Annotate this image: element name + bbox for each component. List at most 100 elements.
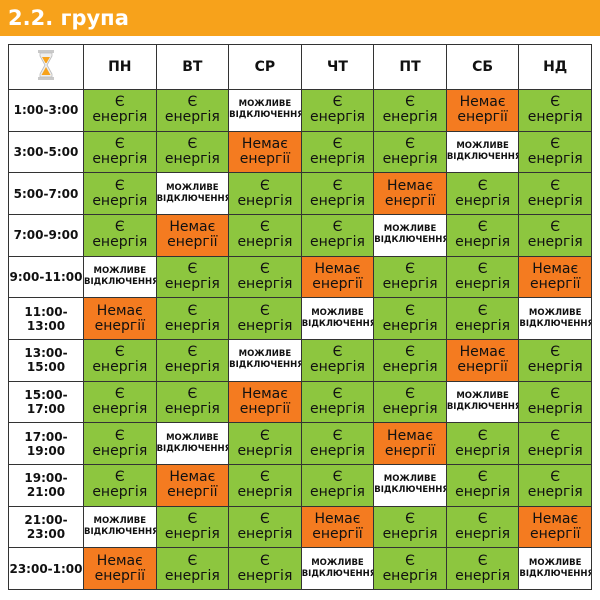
status-cell: Є енергія [228, 255, 302, 299]
status-cell: Є енергія [445, 297, 520, 340]
time-cell: 9:00-11:00 [8, 255, 84, 299]
status-cell: Є енергія [155, 338, 230, 382]
schedule-row: 7:00-9:00 Є енергія Немає енергії Є енергія… [8, 213, 592, 257]
status-cell: Немає енергії [228, 130, 302, 174]
status-cell: МОЖЛИВЕ ВІДКЛЮЧЕННЯ [300, 297, 375, 340]
status-cell: Є енергія [445, 213, 520, 257]
time-cell: 17:00-19:00 [8, 422, 84, 465]
status-cell: МОЖЛИВЕ ВІДКЛЮЧЕННЯ [445, 130, 520, 174]
status-cell: МОЖЛИВЕ ВІДКЛЮЧЕННЯ [83, 505, 157, 549]
status-cell: Немає енергії [155, 463, 230, 507]
status-cell: Є енергія [300, 338, 375, 382]
status-cell: Є енергія [300, 463, 375, 507]
status-cell: Є енергія [300, 422, 375, 465]
status-cell: Є енергія [228, 422, 302, 465]
status-cell: Є енергія [445, 172, 520, 215]
status-cell: Є енергія [300, 89, 375, 132]
status-cell: Є енергія [300, 213, 375, 257]
schedule-row: 21:00-23:00 МОЖЛИВЕ ВІДКЛЮЧЕННЯ Є енергія Є… [8, 505, 592, 549]
status-cell: Є енергія [518, 130, 592, 174]
status-cell: МОЖЛИВЕ ВІДКЛЮЧЕННЯ [518, 297, 592, 340]
status-cell: Є енергія [155, 380, 230, 424]
status-cell: Немає енергії [228, 380, 302, 424]
day-header: СР [228, 44, 302, 90]
status-cell: МОЖЛИВЕ ВІДКЛЮЧЕННЯ [445, 380, 520, 424]
status-cell: МОЖЛИВЕ ВІДКЛЮЧЕННЯ [373, 463, 447, 507]
day-header: ПТ [373, 44, 447, 90]
status-cell: Немає енергії [518, 505, 592, 549]
time-cell: 3:00-5:00 [8, 130, 84, 174]
status-cell: Немає енергії [300, 505, 375, 549]
day-header: СБ [445, 44, 520, 90]
status-cell: Є енергія [155, 130, 230, 174]
status-cell: Є енергія [228, 297, 302, 340]
status-cell: МОЖЛИВЕ ВІДКЛЮЧЕННЯ [83, 255, 157, 299]
status-cell: МОЖЛИВЕ ВІДКЛЮЧЕННЯ [373, 213, 447, 257]
status-cell: МОЖЛИВЕ ВІДКЛЮЧЕННЯ [228, 338, 302, 382]
status-cell: Є енергія [155, 255, 230, 299]
day-header: НД [518, 44, 592, 90]
status-cell: Є енергія [300, 380, 375, 424]
status-cell: Є енергія [300, 172, 375, 215]
status-cell: Є енергія [518, 380, 592, 424]
status-cell: Є енергія [83, 130, 157, 174]
status-cell: Немає енергії [518, 255, 592, 299]
time-cell: 7:00-9:00 [8, 213, 84, 257]
status-cell: Немає енергії [445, 89, 520, 132]
status-cell: Є енергія [228, 547, 302, 590]
schedule-table: ПН ВТ СР ЧТ ПТ СБ НД 1:00-3:00 Є енергія Є енерг… [8, 44, 592, 590]
status-cell: Є енергія [373, 89, 447, 132]
day-header: ЧТ [300, 44, 375, 90]
status-cell: Є енергія [155, 505, 230, 549]
status-cell: Є енергія [518, 172, 592, 215]
status-cell: Є енергія [445, 547, 520, 590]
schedule-row: 17:00-19:00 Є енергія МОЖЛИВЕ ВІДКЛЮЧЕННЯ Є… [8, 422, 592, 465]
status-cell: Є енергія [373, 130, 447, 174]
time-cell: 23:00-1:00 [8, 547, 84, 590]
schedule-row: 3:00-5:00 Є енергія Є енергія Немає енергії… [8, 130, 592, 174]
icon-cell [8, 44, 84, 90]
time-cell: 19:00-21:00 [8, 463, 84, 507]
schedule-row: 23:00-1:00 Немає енергії Є енергія Є енергі… [8, 547, 592, 590]
status-cell: Є енергія [373, 297, 447, 340]
status-cell: Є енергія [445, 422, 520, 465]
status-cell: Є енергія [373, 547, 447, 590]
schedule-row: 9:00-11:00 МОЖЛИВЕ ВІДКЛЮЧЕННЯ Є енергія Є … [8, 255, 592, 299]
status-cell: Є енергія [83, 380, 157, 424]
status-cell: Немає енергії [373, 172, 447, 215]
status-cell: Є енергія [373, 505, 447, 549]
schedule-row: 13:00-15:00 Є енергія Є енергія МОЖЛИВЕ ВІД… [8, 338, 592, 382]
status-cell: Немає енергії [83, 297, 157, 340]
header-bar: 2.2. група [0, 0, 600, 36]
status-cell: Є енергія [228, 505, 302, 549]
time-cell: 1:00-3:00 [8, 89, 84, 132]
time-cell: 15:00-17:00 [8, 380, 84, 424]
status-cell: МОЖЛИВЕ ВІДКЛЮЧЕННЯ [155, 172, 230, 215]
status-cell: Є енергія [83, 338, 157, 382]
status-cell: Є енергія [155, 297, 230, 340]
time-cell: 5:00-7:00 [8, 172, 84, 215]
time-cell: 13:00-15:00 [8, 338, 84, 382]
status-cell: Є енергія [83, 463, 157, 507]
status-cell: МОЖЛИВЕ ВІДКЛЮЧЕННЯ [300, 547, 375, 590]
status-cell: Є енергія [518, 463, 592, 507]
status-cell: Немає енергії [83, 547, 157, 590]
hourglass-icon [38, 50, 54, 80]
day-header: ПН [83, 44, 157, 90]
status-cell: Є енергія [518, 338, 592, 382]
status-cell: Немає енергії [373, 422, 447, 465]
status-cell: Є енергія [228, 463, 302, 507]
status-cell: Немає енергії [155, 213, 230, 257]
status-cell: МОЖЛИВЕ ВІДКЛЮЧЕННЯ [228, 89, 302, 132]
status-cell: Є енергія [373, 255, 447, 299]
status-cell: Є енергія [83, 213, 157, 257]
status-cell: Є енергія [83, 89, 157, 132]
status-cell: Є енергія [300, 130, 375, 174]
schedule-row: 11:00-13:00 Немає енергії Є енергія Є енерг… [8, 297, 592, 340]
status-cell: Є енергія [373, 380, 447, 424]
schedule-row: 1:00-3:00 Є енергія Є енергія МОЖЛИВЕ ВІДКЛ… [8, 89, 592, 132]
schedule-row: 19:00-21:00 Є енергія Немає енергії Є енерг… [8, 463, 592, 507]
status-cell: Є енергія [518, 213, 592, 257]
status-cell: Є енергія [83, 422, 157, 465]
